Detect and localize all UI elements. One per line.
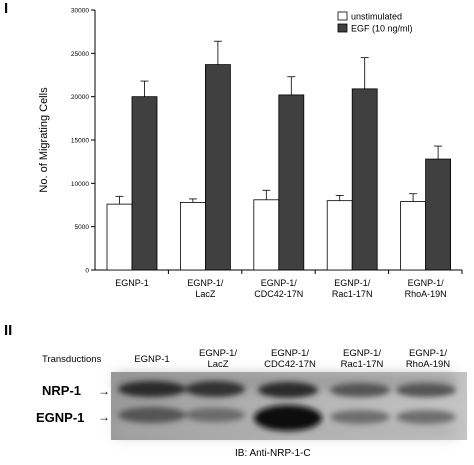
nrp1-arrow-icon: → [98, 384, 110, 398]
category-label: LacZ [195, 289, 216, 299]
nrp1-label: NRP-1 [42, 383, 82, 398]
bar-egf [351, 88, 378, 271]
category-label: Rac1-17N [332, 289, 373, 299]
y-axis-label: No. of Migrating Cells [38, 87, 50, 193]
y-tick-label: 0 [85, 268, 89, 275]
y-tick-label: 15000 [71, 138, 89, 145]
legend-swatch [337, 11, 348, 21]
bar-unstimulated [253, 199, 280, 271]
egnp1-label: EGNP-1 [36, 410, 85, 425]
y-tick-label: 10000 [71, 181, 89, 188]
lane-header: EGNP-1 [134, 354, 170, 365]
category-label: EGNP-1/ [408, 278, 445, 288]
bar-unstimulated [179, 201, 206, 271]
legend-label: EGF (10 ng/ml) [351, 24, 413, 34]
category-label: CDC42-17N [254, 289, 303, 299]
category-label: RhoA-19N [405, 289, 447, 299]
panel-label-1: I [4, 0, 9, 17]
ib-label: IB: Anti-NRP-1-C [235, 448, 311, 459]
bar-egf [131, 96, 158, 271]
bar-unstimulated [326, 200, 353, 271]
egnp1-arrow-icon: → [98, 410, 110, 424]
lane-header: EGNP-1/ CDC42-17N [264, 348, 316, 370]
nrp1-bands [118, 381, 456, 398]
y-tick-label: 25000 [71, 51, 89, 58]
y-tick-label: 20000 [71, 94, 89, 101]
western-blot-panel: Transductions EGNP-1 EGNP-1/ LacZ EGNP-1/ … [0, 330, 474, 465]
bar-egf [204, 64, 231, 271]
lane-header: EGNP-1/ RhoA-19N [405, 348, 451, 370]
panel-label-2: II [4, 322, 13, 339]
category-label: EGNP-1/ [261, 278, 298, 288]
egnp1-bands [118, 405, 456, 431]
bar-egf [278, 94, 305, 271]
legend-swatch [337, 23, 348, 33]
bar-egf [425, 158, 452, 271]
category-label: EGNP-1/ [334, 278, 371, 288]
lane-header: EGNP-1/ Rac1-17N [340, 348, 384, 370]
bar-chart: 0 5000 10000 15000 20000 25000 30000 No. of Mig… [38, 8, 463, 299]
legend-label: unstimulated [351, 12, 402, 22]
y-tick-label: 30000 [71, 8, 89, 15]
bar-unstimulated [106, 203, 133, 271]
y-tick-label: 5000 [75, 224, 90, 231]
transductions-label: Transductions [42, 354, 102, 365]
category-label: EGNP-1 [115, 278, 149, 288]
category-label: EGNP-1/ [187, 278, 224, 288]
bar-unstimulated [400, 201, 427, 271]
blot-image [111, 372, 467, 440]
lane-header: EGNP-1/ LacZ [198, 348, 237, 370]
